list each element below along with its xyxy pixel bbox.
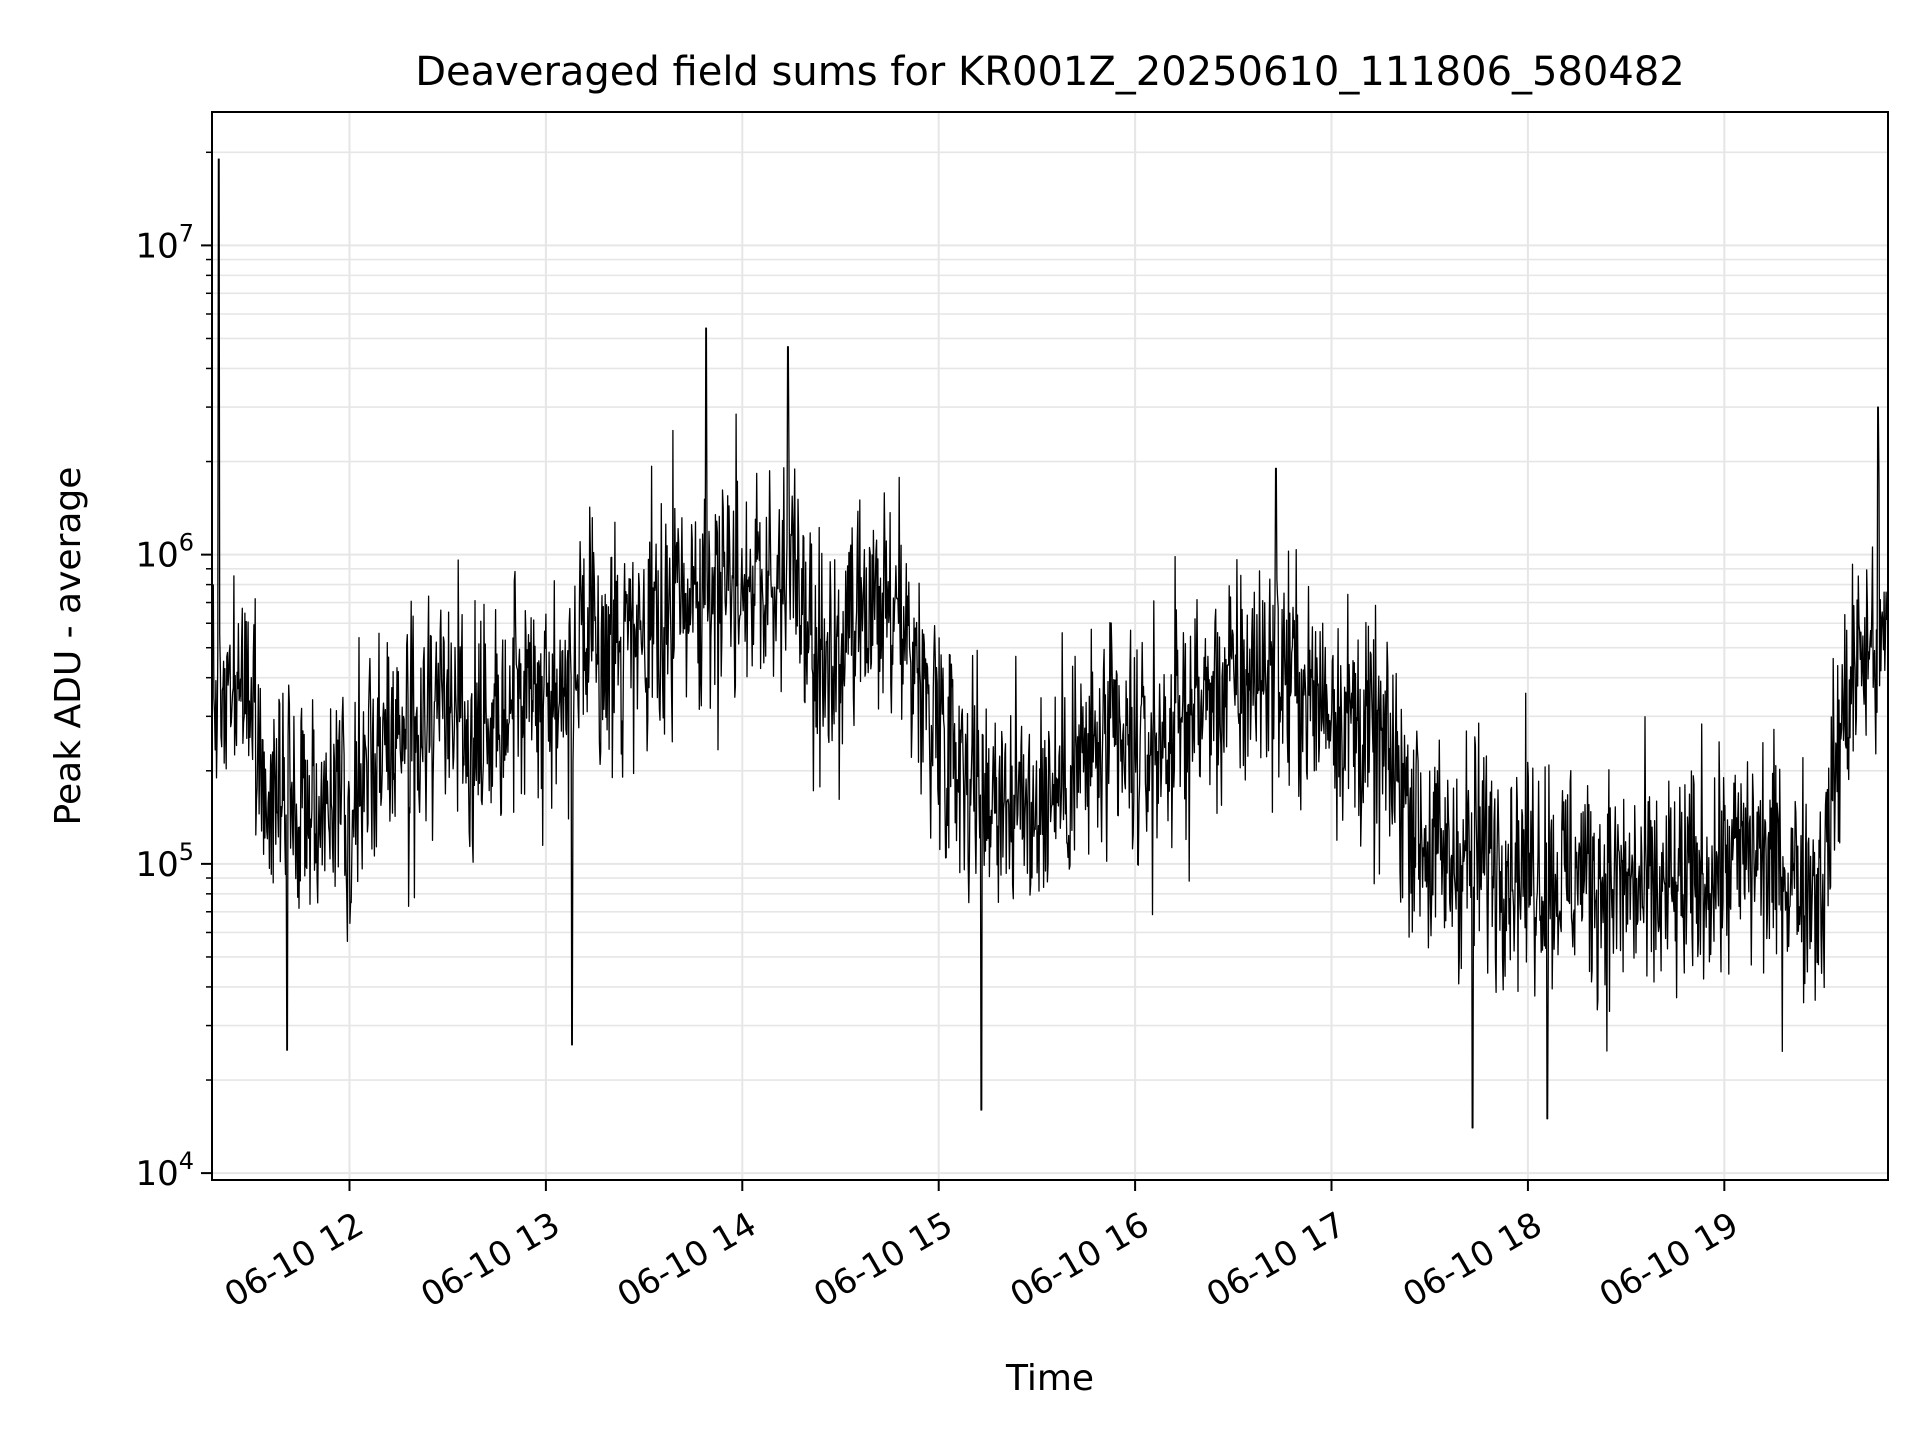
series-layer: [211, 158, 1889, 1129]
y-axis: 104 105 106 107: [135, 151, 212, 1194]
y-axis-label: Peak ADU - average: [48, 467, 89, 826]
series-line: [211, 158, 1889, 1129]
plot-frame: [211, 111, 1889, 1181]
y-tick-label: 106: [135, 529, 194, 576]
y-tick-label: 105: [135, 838, 194, 885]
y-tick-label: 107: [135, 219, 194, 266]
y-tick-label: 104: [135, 1147, 194, 1194]
x-axis-label: Time: [1005, 1358, 1094, 1399]
chart-title: Deaveraged field sums for KR001Z_2025061…: [415, 49, 1684, 95]
